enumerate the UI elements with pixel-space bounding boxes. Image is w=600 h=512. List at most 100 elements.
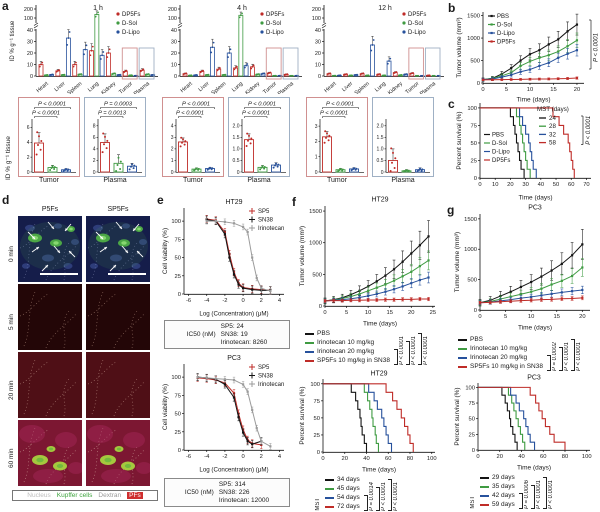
svg-text:HT29: HT29: [371, 197, 388, 204]
svg-text:20: 20: [579, 314, 585, 320]
svg-text:0: 0: [315, 170, 318, 176]
micrograph-sp5fs-20min: [86, 352, 150, 418]
svg-text:P < 0.0001: P < 0.0001: [248, 102, 276, 108]
svg-text:Spleen: Spleen: [66, 81, 83, 94]
svg-text:0: 0: [237, 170, 240, 176]
svg-text:10: 10: [492, 182, 498, 188]
svg-text:Liver: Liver: [54, 81, 67, 93]
inset-tumor-12h-chart: 0 1 2 3 P < 0.0001 P < 0.0001: [306, 97, 368, 177]
svg-text:P < 0.0001: P < 0.0001: [320, 111, 348, 117]
pc3-tumor-volume-chart: 0 5 10 15 20 0 500 1000 1500 Time (days) Tumor vol…: [452, 202, 598, 332]
svg-text:6: 6: [93, 135, 96, 141]
svg-text:D-Lipo: D-Lipo: [408, 30, 426, 36]
inset-row-ylabel: ID % g⁻¹ tissue: [5, 136, 12, 180]
svg-text:25: 25: [314, 433, 320, 439]
row-label-5min: 5 min: [8, 314, 15, 330]
svg-text:50: 50: [553, 182, 559, 188]
svg-text:D-Sol: D-Sol: [122, 21, 137, 27]
svg-text:1 h: 1 h: [93, 5, 103, 12]
svg-text:40: 40: [363, 456, 369, 462]
svg-text:0: 0: [481, 87, 484, 93]
svg-text:0: 0: [474, 308, 477, 314]
svg-text:4: 4: [278, 454, 282, 460]
biodistribution-12h-chart: 0 10 20 30 40 100 200 12 h Heart Liver Spleen Lung K…: [306, 2, 446, 97]
svg-text:1.0: 1.0: [377, 147, 384, 153]
svg-text:40: 40: [518, 454, 524, 460]
svg-text:0: 0: [319, 304, 322, 310]
svg-text:Tumor: Tumor: [405, 81, 421, 94]
inset-plasma-4h-chart: 0 0.5 1.0 1.5 2.0 P < 0.0001 P < 0.0001: [228, 97, 290, 177]
svg-text:Lung: Lung: [374, 81, 387, 93]
svg-text:3: 3: [171, 135, 174, 141]
svg-text:3: 3: [315, 124, 318, 130]
svg-text:2: 2: [260, 454, 263, 460]
panel-f-label: f: [292, 195, 296, 209]
svg-text:DP5Fs: DP5Fs: [266, 12, 284, 18]
svg-text:0: 0: [474, 176, 477, 182]
svg-text:Time (days): Time (days): [363, 321, 397, 328]
svg-text:Kidney: Kidney: [387, 81, 404, 94]
row-label-0min: 0 min: [8, 246, 15, 262]
ic50-irinotecan: Irinotecan: 12000: [218, 497, 270, 504]
svg-text:DP5Fs: DP5Fs: [408, 12, 426, 18]
svg-text:60: 60: [540, 454, 546, 460]
ic50-box-ht29: IC50 (nM) SP5: 24 SN38: 19 Irinotecan: 8…: [164, 320, 290, 349]
svg-text:Heart: Heart: [323, 81, 338, 94]
svg-text:P < 0.0001: P < 0.0001: [32, 111, 60, 117]
svg-text:100: 100: [312, 16, 321, 22]
svg-text:100: 100: [427, 456, 437, 462]
ic50-sn38: SN38: 19: [220, 331, 248, 338]
svg-text:Irinotecan: Irinotecan: [258, 226, 284, 232]
svg-text:4: 4: [171, 124, 174, 130]
svg-text:28: 28: [549, 123, 556, 130]
svg-text:25: 25: [469, 432, 475, 438]
svg-text:10: 10: [171, 63, 177, 69]
svg-text:Log (Concentration) (μM): Log (Concentration) (μM): [199, 311, 268, 318]
svg-text:75: 75: [471, 123, 477, 129]
svg-text:1000: 1000: [309, 241, 322, 247]
svg-text:10: 10: [527, 87, 533, 93]
inset-tumor-4h: 0 1 2 3 4 P < 0.0001 P < 0.0001 Tumor: [162, 97, 224, 185]
svg-text:0: 0: [478, 314, 481, 320]
svg-text:24: 24: [549, 115, 556, 122]
ht29-survival-chart: 0 20 40 60 80 100 0 25 50 75 100 Time (days) Percent…: [297, 368, 443, 474]
survival-chart-c: 0 10 20 30 40 50 60 70 0 25 50 75 100 Time (days) Perc…: [454, 96, 600, 202]
panel-d-label: d: [2, 193, 10, 207]
inset-plasma-1h: 0 2 4 6 8 P = 0.0003 P = 0.0013 Plasma: [84, 97, 146, 185]
pc3-viability-chart: -6 -4 -2 0 2 4 0 25 50 75 100 Log (Concentration) (…: [160, 352, 288, 474]
svg-text:-2: -2: [222, 454, 227, 460]
ic50-label: IC50 (nM): [186, 331, 216, 338]
svg-text:P = 0.0003: P = 0.0003: [104, 102, 133, 108]
svg-text:DP5Fs: DP5Fs: [497, 40, 515, 46]
column-header-sp5fs: SP5Fs: [107, 206, 129, 213]
svg-text:200: 200: [24, 7, 33, 13]
svg-text:Log (Concentration) (μM): Log (Concentration) (μM): [199, 467, 268, 474]
svg-text:P < 0.0001: P < 0.0001: [176, 111, 204, 117]
svg-text:0: 0: [323, 310, 326, 316]
svg-text:PBS: PBS: [492, 133, 504, 139]
svg-text:0: 0: [171, 170, 174, 176]
svg-text:-6: -6: [186, 454, 191, 460]
svg-text:1500: 1500: [467, 14, 480, 20]
svg-text:80: 80: [562, 454, 568, 460]
svg-text:Lung: Lung: [231, 81, 244, 93]
svg-text:Spleen: Spleen: [210, 81, 227, 94]
svg-text:Plasma: Plasma: [277, 80, 296, 94]
svg-text:2: 2: [27, 155, 30, 161]
svg-text:40: 40: [27, 28, 33, 34]
panel-b-label: b: [448, 1, 456, 15]
svg-text:Tumor volume (mm³): Tumor volume (mm³): [299, 226, 306, 286]
ht29-viability-chart: -6 -4 -2 0 2 4 0 25 50 75 100 Log (Concentration) (…: [160, 196, 288, 318]
tumor-volume-chart-b: 0 5 10 15 20 0 500 1000 1500 Time (days) Tumor vol…: [454, 2, 600, 104]
svg-text:Tumor: Tumor: [118, 81, 134, 94]
svg-text:100: 100: [171, 375, 181, 381]
svg-text:2: 2: [171, 147, 174, 153]
svg-text:0: 0: [321, 456, 324, 462]
svg-text:D-Sol: D-Sol: [266, 21, 281, 27]
svg-text:2.0: 2.0: [233, 124, 240, 130]
inset-caption-tumor: Tumor: [327, 177, 347, 184]
micrograph-sp5fs-5min: [86, 284, 150, 350]
svg-text:50: 50: [469, 417, 475, 423]
svg-text:4: 4: [27, 140, 30, 146]
